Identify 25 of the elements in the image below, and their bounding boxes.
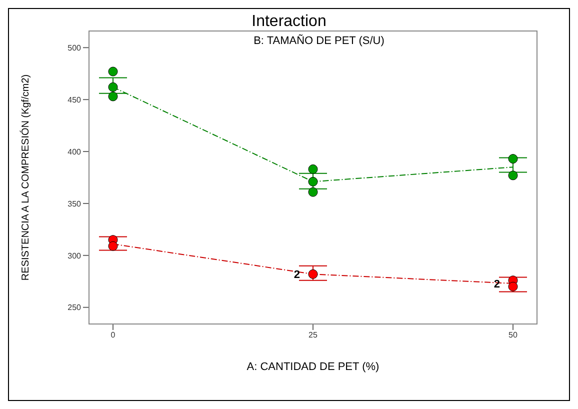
point <box>108 92 118 102</box>
point <box>308 187 318 197</box>
y-tick-label: 400 <box>68 147 82 156</box>
y-tick-label: 450 <box>68 95 82 104</box>
x-tick-label: 25 <box>308 330 318 340</box>
x-axis-title: A: CANTIDAD DE PET (%) <box>246 361 380 373</box>
chart-subtitle: B: TAMAÑO DE PET (S/U) <box>252 35 386 47</box>
point <box>308 176 318 186</box>
y-tick-label: 300 <box>68 251 82 260</box>
point <box>308 269 318 279</box>
point <box>508 282 518 292</box>
annotation: 2 <box>294 269 300 282</box>
point <box>508 154 518 164</box>
point <box>308 164 318 174</box>
y-tick-label: 350 <box>68 199 82 208</box>
y-tick-label: 250 <box>68 303 82 312</box>
y-tick-label: 500 <box>68 43 82 52</box>
chart-title: Interaction <box>250 13 328 31</box>
point <box>108 66 118 76</box>
y-axis-title: RESISTENCIA A LA COMPRESIÓN (Kgf/cm2) <box>20 74 32 281</box>
point <box>508 170 518 180</box>
x-tick-label: 50 <box>508 330 518 340</box>
x-tick-label: 0 <box>110 330 116 340</box>
point <box>108 241 118 251</box>
point <box>108 82 118 92</box>
